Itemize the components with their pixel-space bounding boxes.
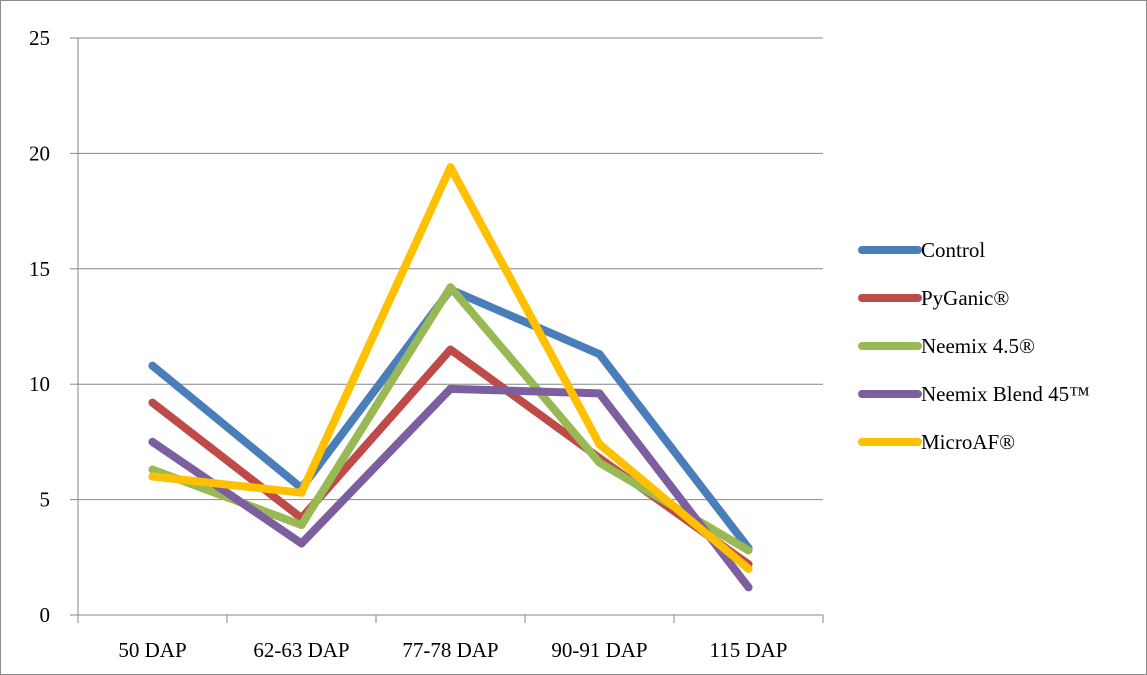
x-tick-label: 50 DAP — [118, 638, 186, 662]
data-point — [148, 472, 157, 481]
data-point — [297, 520, 306, 529]
data-point — [595, 440, 604, 449]
data-point — [446, 163, 455, 172]
x-tick-label: 115 DAP — [710, 638, 788, 662]
x-tick-label: 62-63 DAP — [253, 638, 349, 662]
data-point — [595, 458, 604, 467]
y-tick-label: 0 — [40, 603, 51, 627]
data-point — [744, 564, 753, 573]
data-point — [148, 398, 157, 407]
legend-label: PyGanic® — [921, 286, 1009, 310]
legend: Control PyGanic® Neemix 4.5® Neemix Blend 4… — [858, 238, 1090, 454]
data-point — [595, 389, 604, 398]
data-point — [744, 583, 753, 592]
data-point — [446, 345, 455, 354]
data-point — [744, 546, 753, 555]
y-tick-label: 5 — [40, 488, 51, 512]
data-point — [446, 283, 455, 292]
data-point — [297, 488, 306, 497]
x-tick-label: 90-91 DAP — [551, 638, 647, 662]
data-point — [148, 465, 157, 474]
y-tick-label: 25 — [29, 26, 50, 50]
axes: 0 5 10 15 20 25 50 DAP 62-63 DAP 77-78 DAP 90-91 … — [29, 26, 824, 662]
data-point — [148, 361, 157, 370]
legend-label: MicroAF® — [921, 430, 1015, 454]
gridlines — [78, 37, 823, 501]
x-tick-label: 77-78 DAP — [402, 638, 498, 662]
data-point — [148, 437, 157, 446]
y-tick-label: 10 — [29, 372, 50, 396]
y-tick-label: 15 — [29, 257, 50, 281]
data-point — [595, 350, 604, 359]
legend-label: Control — [921, 238, 985, 262]
y-tick-label: 20 — [29, 141, 50, 165]
legend-label: Neemix 4.5® — [921, 334, 1035, 358]
data-point — [297, 539, 306, 548]
series-lines — [148, 163, 753, 592]
data-point — [446, 384, 455, 393]
legend-label: Neemix Blend 45™ — [921, 382, 1090, 406]
